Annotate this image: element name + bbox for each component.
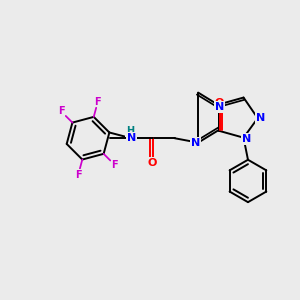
Text: N: N [127,133,136,143]
Text: N: N [242,134,251,144]
Text: H: H [126,126,134,136]
Text: N: N [215,102,224,112]
Text: F: F [75,170,82,180]
Text: O: O [215,98,224,108]
Text: N: N [256,113,265,123]
Text: F: F [112,160,118,170]
Text: F: F [94,97,101,106]
Text: N: N [190,138,200,148]
Text: O: O [148,158,157,168]
Text: F: F [58,106,64,116]
